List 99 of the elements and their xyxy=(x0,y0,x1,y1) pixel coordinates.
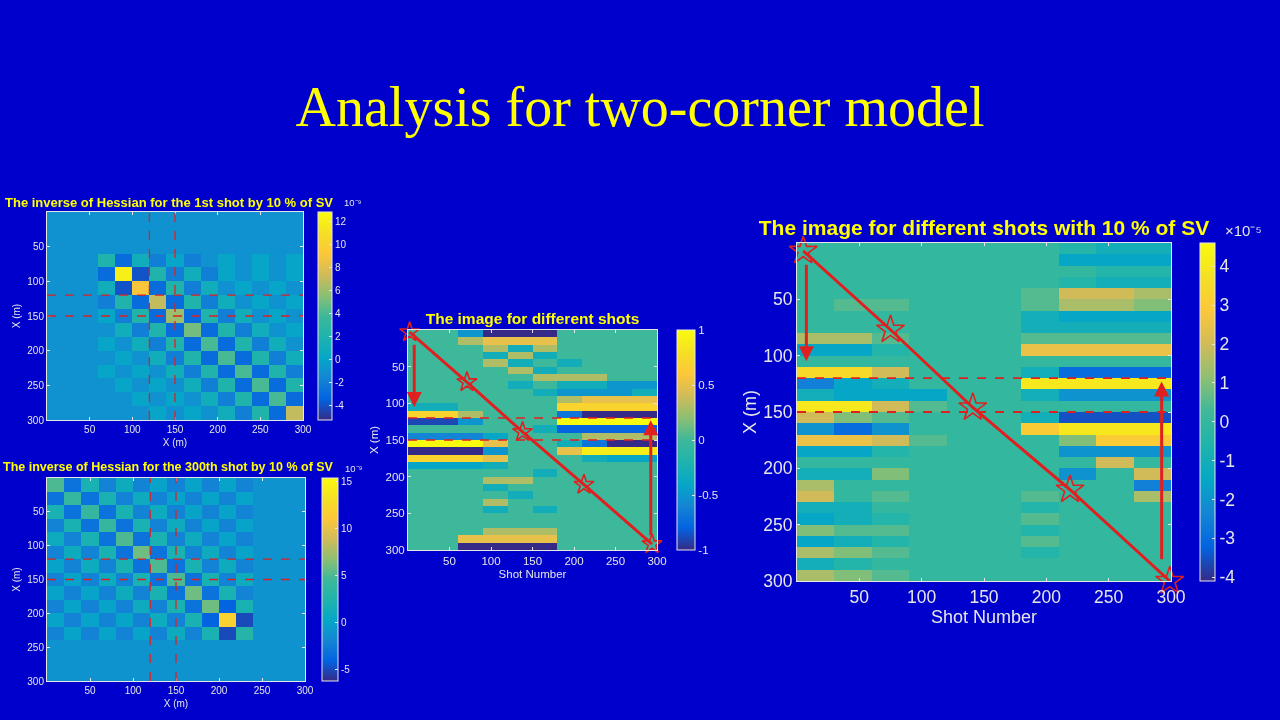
y-tick-label: 250 xyxy=(763,514,793,535)
point xyxy=(958,391,988,421)
y-tick-label: 100 xyxy=(27,540,45,552)
color-bar-label: 10 xyxy=(341,523,353,535)
color-bar-label: -0.5 xyxy=(698,489,719,502)
x-tick-label: 50 xyxy=(443,554,456,567)
color-bar-label: -1 xyxy=(1219,450,1236,471)
chart-title: The image for different shots with 10 % of SV xyxy=(758,216,1210,240)
color-bar-label: 2 xyxy=(335,330,341,342)
x-tick-label: 250 xyxy=(253,685,271,696)
x-tick-label: 100 xyxy=(124,685,142,696)
color-bar-title: ×10⁻⁵ xyxy=(1225,222,1262,239)
x-axis-title: Shot Number xyxy=(930,607,1038,628)
color-bar-label: 5 xyxy=(341,570,347,582)
color-bar-label: -5 xyxy=(341,664,351,676)
y-tick-label: 300 xyxy=(763,571,793,592)
color-bar-label: -2 xyxy=(335,376,345,388)
y-tick-label: 200 xyxy=(385,470,405,483)
color-bar-label: 1 xyxy=(698,324,705,337)
y-tick-label: 250 xyxy=(385,507,405,520)
chart-title: The inverse of Hessian for the 1st shot by 10 % of SV xyxy=(5,194,334,210)
color-bar-label: 0 xyxy=(1219,411,1230,432)
x-axis-title: X (m) xyxy=(162,436,188,448)
x-tick-label: 300 xyxy=(647,554,667,567)
y-tick-label: 200 xyxy=(763,458,793,479)
y-tick-label: 200 xyxy=(27,345,45,357)
x-tick-label: 50 xyxy=(849,587,870,607)
point xyxy=(573,473,595,495)
color-bar-label: 2 xyxy=(1219,334,1230,355)
y-tick-label: 300 xyxy=(385,544,405,557)
point xyxy=(511,420,534,442)
color-bar-label: 0 xyxy=(335,353,341,365)
x-tick-label: 250 xyxy=(1094,587,1124,607)
x-tick-label: 200 xyxy=(210,685,228,696)
x-tick-label: 150 xyxy=(166,424,184,435)
y-tick-label: 50 xyxy=(32,241,45,253)
y-tick-label: 200 xyxy=(27,607,45,619)
y-tick-label: 100 xyxy=(385,397,405,410)
x-axis-title: X (m) xyxy=(163,697,189,709)
color-bar-label: 0 xyxy=(698,434,705,447)
x-tick-label: 250 xyxy=(605,554,626,567)
point xyxy=(456,370,478,392)
y-tick-label: 150 xyxy=(385,434,405,447)
x-tick-label: 100 xyxy=(907,587,937,607)
color-bar-label: -2 xyxy=(1219,489,1236,510)
x-axis-title: Shot Number xyxy=(498,568,567,581)
color-bar-label: 0.5 xyxy=(698,379,715,392)
color-bar-label: -4 xyxy=(335,399,345,411)
y-tick-label: 300 xyxy=(27,675,45,687)
x-tick-label: 200 xyxy=(1031,587,1062,607)
y-tick-label: 250 xyxy=(27,379,45,391)
x-tick-label: 200 xyxy=(564,554,584,567)
y-tick-label: 300 xyxy=(27,414,45,426)
x-tick-label: 250 xyxy=(251,424,270,435)
y-tick-label: 100 xyxy=(27,275,45,287)
y-tick-label: 150 xyxy=(27,574,45,585)
x-tick-label: 150 xyxy=(167,685,185,696)
x-tick-label: 50 xyxy=(84,424,96,435)
y-tick-label: 100 xyxy=(763,345,793,366)
y-tick-label: 50 xyxy=(32,506,45,518)
x-tick-label: 300 xyxy=(294,424,312,435)
color-bar-label: 6 xyxy=(335,284,341,296)
y-tick-label: 150 xyxy=(27,310,45,322)
y-tick-label: 250 xyxy=(27,641,45,653)
x-tick-label: 150 xyxy=(969,587,999,607)
y-tick-label: 50 xyxy=(773,289,793,310)
y-axis-title: X (m) xyxy=(11,567,23,592)
color-bar-label: 4 xyxy=(335,307,341,319)
x-tick-label: 300 xyxy=(296,685,314,696)
chart-title: The inverse of Hessian for the 300th shot by 10 % of SV xyxy=(3,460,334,475)
color-bar-label: -4 xyxy=(1219,567,1236,588)
text: Analysis for two-corner model xyxy=(294,75,986,140)
color-bar-title: 10⁻⁹ xyxy=(344,197,362,208)
color-bar-label: 4 xyxy=(1219,256,1230,277)
color-bar-label: 1 xyxy=(1219,372,1230,393)
point xyxy=(875,314,906,343)
color-bar-label: -3 xyxy=(1219,528,1236,549)
x-tick-label: 300 xyxy=(1156,587,1186,607)
x-tick-label: 100 xyxy=(123,424,142,435)
y-tick-label: 50 xyxy=(391,360,405,373)
color-bar-label: 0 xyxy=(341,617,347,629)
y-axis-title: X (m) xyxy=(740,390,760,434)
y-axis-title: X (m) xyxy=(11,303,23,329)
x-tick-label: 50 xyxy=(84,685,96,696)
point xyxy=(1055,474,1085,503)
point xyxy=(398,320,421,342)
color-bar-label: 15 xyxy=(341,476,353,488)
color-bar-title: 10⁻⁹ xyxy=(345,463,363,474)
color-bar-label: 10 xyxy=(335,238,347,250)
x-tick-label: 200 xyxy=(209,424,227,435)
x-tick-label: 100 xyxy=(481,554,501,567)
y-axis-title: X (m) xyxy=(367,425,380,455)
color-bar-label: 3 xyxy=(1219,295,1230,316)
color-bar-label: 12 xyxy=(335,215,347,227)
color-bar-label: 8 xyxy=(335,261,341,273)
chart-title: The image for different shots xyxy=(425,310,640,328)
x-tick-label: 150 xyxy=(522,554,543,567)
point xyxy=(641,532,663,554)
color-bar-label: -1 xyxy=(698,544,709,557)
